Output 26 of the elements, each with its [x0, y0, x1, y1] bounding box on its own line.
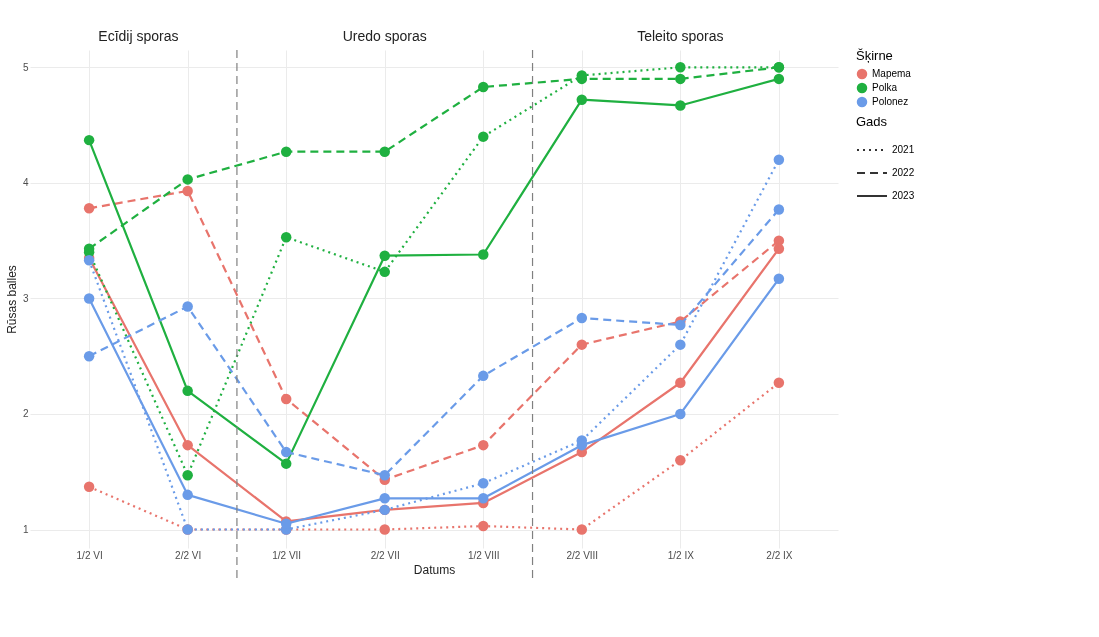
y-tick-label: 2	[22, 408, 29, 420]
x-tick-label: 2/2 IX	[766, 549, 793, 561]
text: 2022	[892, 167, 915, 178]
text: Gads	[856, 114, 888, 129]
y-tick-label: 4	[22, 177, 29, 189]
text: Šķirne	[856, 48, 893, 63]
x-tick-label: 2/2 VIII	[566, 549, 599, 561]
x-tick-label: 2/2 VI	[175, 549, 202, 561]
y-tick-label: 5	[22, 61, 29, 73]
legend-label: Polka	[872, 82, 898, 93]
x-tick-label: 2/2 VII	[370, 549, 400, 561]
y-tick-label: 1	[22, 524, 29, 536]
text: 2023	[892, 190, 915, 201]
y-axis-title: Rūsas balles	[4, 265, 19, 334]
text: Teleito sporas	[637, 28, 724, 44]
legend-label: Mapema	[872, 68, 912, 79]
text: Ecīdij sporas	[98, 28, 179, 44]
y-tick-label: 3	[22, 292, 29, 304]
x-axis-title: Datums	[413, 562, 456, 577]
text: 2021	[892, 144, 915, 155]
text: Uredo sporas	[342, 28, 427, 44]
x-tick-label: 1/2 IX	[667, 549, 695, 561]
x-tick-label: 1/2 VI	[76, 549, 103, 561]
legend-label: Polonez	[872, 96, 909, 107]
x-tick-label: 1/2 VII	[272, 549, 302, 561]
x-tick-label: 1/2 VIII	[467, 549, 500, 561]
